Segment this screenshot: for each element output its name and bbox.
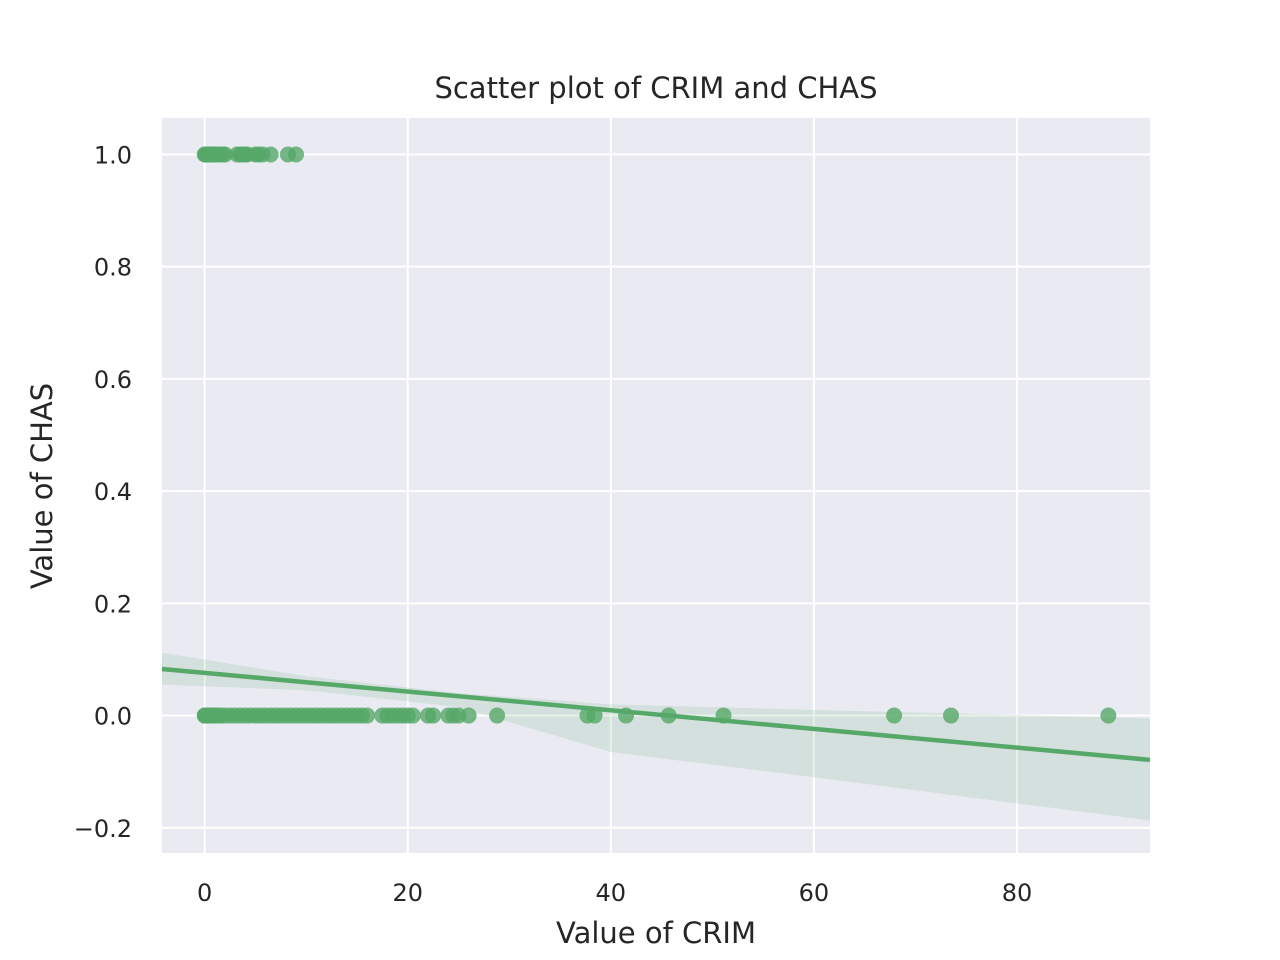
scatter-point bbox=[586, 707, 603, 724]
y-axis-title: Value of CHAS bbox=[25, 383, 59, 589]
points-layer bbox=[196, 146, 1117, 724]
y-tick-label: 0.8 bbox=[94, 254, 132, 282]
x-tick-label: 0 bbox=[197, 879, 212, 907]
plot-background bbox=[162, 118, 1150, 853]
tick-labels: 0 20 40 60 80 −0.2 0.0 0.2 0.4 0.6 0.8 1.0 bbox=[74, 141, 1033, 907]
scatter-point bbox=[886, 707, 903, 724]
y-tick-label: 1.0 bbox=[94, 141, 132, 169]
y-tick-label: −0.2 bbox=[74, 815, 132, 843]
x-tick-label: 20 bbox=[392, 879, 423, 907]
y-tick-label: 0.4 bbox=[94, 478, 132, 506]
confidence-band-layer bbox=[162, 652, 1150, 821]
scatter-point bbox=[489, 707, 506, 724]
scatter-point bbox=[425, 707, 442, 724]
scatter-point bbox=[404, 707, 421, 724]
chart-title: Scatter plot of CRIM and CHAS bbox=[434, 71, 877, 105]
confidence-band bbox=[162, 652, 1150, 821]
regression-line-layer bbox=[161, 666, 1151, 763]
x-tick-label: 40 bbox=[596, 879, 627, 907]
scatter-point bbox=[460, 707, 477, 724]
y-tick-label: 0.2 bbox=[94, 590, 132, 618]
grid bbox=[162, 118, 1150, 853]
scatter-point bbox=[216, 146, 233, 163]
scatter-point bbox=[359, 707, 376, 724]
scatter-point bbox=[288, 146, 305, 163]
x-axis-title: Value of CRIM bbox=[556, 916, 756, 950]
scatter-point bbox=[1100, 707, 1117, 724]
scatter-point bbox=[262, 146, 279, 163]
regression-line bbox=[161, 666, 1151, 763]
y-tick-label: 0.6 bbox=[94, 366, 132, 394]
x-tick-label: 80 bbox=[1002, 879, 1033, 907]
x-tick-label: 60 bbox=[799, 879, 830, 907]
y-tick-label: 0.0 bbox=[94, 703, 132, 731]
scatter-point bbox=[942, 707, 959, 724]
